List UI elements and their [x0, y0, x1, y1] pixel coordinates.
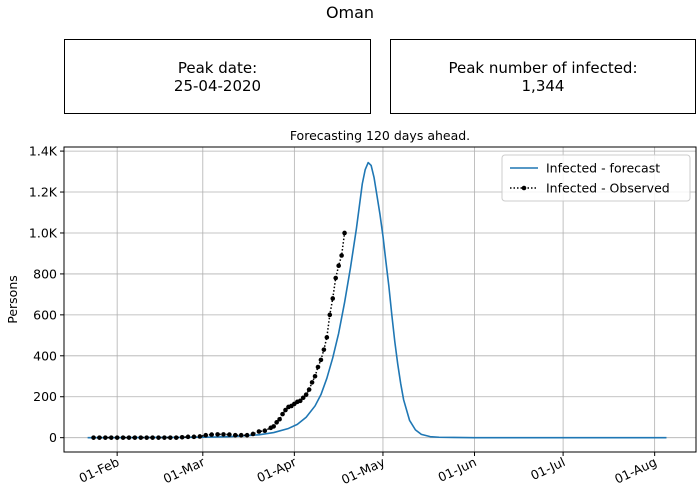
- peak-date-value: 25-04-2020: [173, 76, 262, 95]
- observed-point: [342, 230, 347, 236]
- observed-point: [114, 435, 120, 440]
- x-tick-label: 01-Aug: [612, 454, 659, 486]
- chart-title: Forecasting 120 days ahead.: [290, 128, 470, 143]
- legend-box: [501, 154, 691, 202]
- observed-point: [221, 432, 226, 437]
- observed-point: [132, 435, 138, 440]
- page-title: Oman: [325, 3, 375, 22]
- observed-point: [108, 435, 114, 440]
- observed-point: [238, 432, 244, 438]
- observed-point: [330, 296, 336, 301]
- observed-point: [277, 416, 282, 422]
- observed-point: [173, 435, 179, 440]
- observed-point: [333, 275, 339, 281]
- observed-point: [274, 420, 279, 425]
- observed-point: [215, 432, 220, 437]
- observed-point: [283, 407, 288, 413]
- observed-point: [315, 364, 321, 370]
- observed-point: [244, 432, 250, 438]
- y-tick-label: 1.4K: [29, 144, 58, 159]
- observed-point: [324, 335, 330, 340]
- observed-series-line: [93, 232, 346, 439]
- y-axis-label: Persons: [5, 275, 20, 324]
- observed-point: [209, 432, 214, 437]
- observed-point: [103, 435, 108, 440]
- x-tick-label: 01-Feb: [77, 454, 122, 486]
- x-tick-label: 01-Jul: [528, 454, 567, 483]
- observed-point: [162, 435, 167, 440]
- observed-point: [179, 434, 185, 440]
- observed-point: [91, 435, 96, 440]
- observed-point: [168, 435, 173, 440]
- plot-frame: [63, 146, 697, 453]
- legend-observed-marker: [521, 185, 527, 191]
- observed-point: [97, 435, 102, 440]
- observed-point: [156, 435, 161, 440]
- y-tick-label: 400: [33, 348, 57, 363]
- observed-point: [227, 432, 232, 437]
- observed-point: [339, 253, 344, 258]
- observed-point: [150, 435, 155, 440]
- observed-point: [138, 435, 144, 440]
- y-tick-label: 600: [33, 307, 57, 322]
- observed-point: [300, 395, 306, 401]
- observed-point: [309, 380, 315, 385]
- y-tick-label: 1.2K: [29, 185, 58, 200]
- observed-point: [312, 373, 318, 379]
- observed-point: [318, 357, 324, 363]
- observed-point: [250, 431, 256, 437]
- observed-point: [306, 387, 312, 392]
- x-tick-label: 01-Mar: [161, 454, 208, 487]
- legend-forecast-label: Infected - forecast: [546, 161, 660, 176]
- observed-point: [297, 398, 303, 404]
- y-tick-label: 200: [33, 389, 57, 404]
- observed-point: [232, 432, 238, 438]
- observed-point: [191, 434, 197, 440]
- x-tick-label: 01-May: [339, 454, 388, 487]
- peak-infected-label: Peak number of infected:: [448, 58, 638, 77]
- observed-point: [203, 432, 209, 438]
- peak-infected-box: Peak number of infected: 1,344: [390, 39, 696, 114]
- forecast-series-line: [87, 161, 667, 439]
- y-tick-label: 800: [33, 266, 57, 281]
- observed-point: [185, 434, 191, 440]
- observed-point: [197, 434, 203, 439]
- observed-point: [126, 435, 132, 440]
- observed-point: [120, 435, 126, 440]
- observed-point: [336, 263, 341, 269]
- observed-point: [321, 347, 327, 352]
- legend-observed-label: Infected - Observed: [546, 181, 670, 196]
- peak-date-box: Peak date: 25-04-2020: [64, 39, 371, 114]
- peak-date-label: Peak date:: [177, 58, 258, 77]
- observed-point: [327, 312, 333, 318]
- y-tick-label: 1.0K: [29, 225, 58, 240]
- y-tick-label: 0: [49, 430, 57, 445]
- observed-point: [271, 424, 276, 429]
- x-tick-label: 01-Apr: [254, 454, 299, 486]
- observed-point: [144, 435, 149, 440]
- observed-point: [256, 429, 262, 434]
- observed-point: [262, 428, 268, 434]
- observed-point: [280, 411, 285, 417]
- peak-infected-value: 1,344: [521, 76, 565, 95]
- observed-point: [303, 392, 309, 397]
- x-tick-label: 01-Jun: [436, 454, 479, 485]
